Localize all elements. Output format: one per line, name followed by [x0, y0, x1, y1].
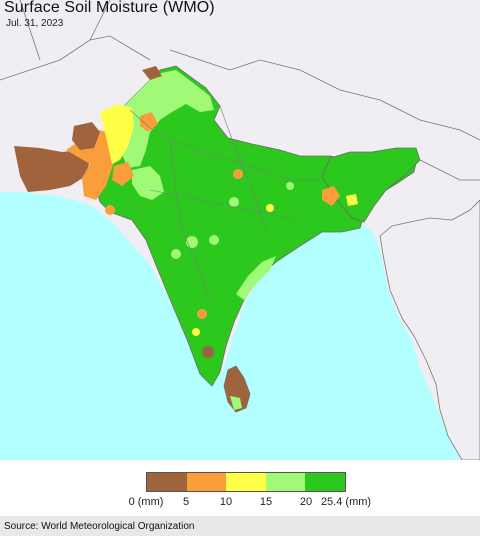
outside-land-east [379, 199, 480, 460]
spot-south-2 [202, 346, 214, 358]
spot-east-1 [266, 204, 274, 212]
legend-tick-0: 0 (mm) [128, 496, 164, 508]
map-area [0, 0, 480, 460]
legend-tick-20: 20 [299, 496, 313, 508]
legend-swatch-10-15 [226, 473, 266, 491]
spot-central-3 [186, 236, 198, 248]
zone-0-5-north [72, 122, 100, 150]
legend-swatch-0-5 [147, 473, 187, 491]
zone-5-10-north2 [140, 112, 158, 132]
internal-borders [129, 105, 320, 301]
spot-central-2 [229, 197, 239, 207]
source-credit: Source: World Meteorological Organizatio… [4, 521, 195, 532]
spot-central-4 [209, 235, 219, 245]
zone-10-15-punjab [100, 104, 134, 164]
spot-central-1 [233, 169, 243, 179]
legend-tick-25: 25.4 (mm) [320, 496, 372, 508]
spot-central-5 [171, 249, 181, 259]
legend-swatch-20-25 [305, 473, 345, 491]
spot-south-3 [192, 328, 200, 336]
spot-northeast-1 [286, 182, 294, 190]
legend-tick-15: 15 [259, 496, 273, 508]
map-title: Surface Soil Moisture (WMO) [4, 0, 215, 16]
legend-tick-10: 10 [219, 496, 233, 508]
zone-0-5-kashmir [142, 66, 162, 80]
legend-tick-5: 5 [182, 496, 190, 508]
legend-swatch-15-20 [265, 473, 306, 491]
neighbour-borders [0, 0, 480, 181]
zone-15-20-coast [236, 256, 276, 300]
zone-5-10-bangladesh [322, 186, 340, 206]
map-date: Jul. 31, 2023 [6, 18, 64, 29]
zone-15-20-north [118, 70, 214, 168]
legend-swatch-5-10 [186, 473, 227, 491]
region-india [95, 65, 419, 387]
source-bar [0, 516, 480, 536]
ocean [0, 192, 460, 460]
spot-gujarat [105, 205, 115, 215]
zone-10-15-bangladesh [346, 194, 358, 206]
sri-lanka-wet [230, 396, 242, 410]
zone-5-10-rajasthan [112, 162, 134, 186]
soil-moisture-map [0, 0, 480, 460]
legend-colorbar [146, 472, 346, 492]
spot-south-1 [197, 309, 207, 319]
zone-0-5-balochistan [14, 146, 90, 192]
region-sri-lanka [223, 365, 251, 413]
